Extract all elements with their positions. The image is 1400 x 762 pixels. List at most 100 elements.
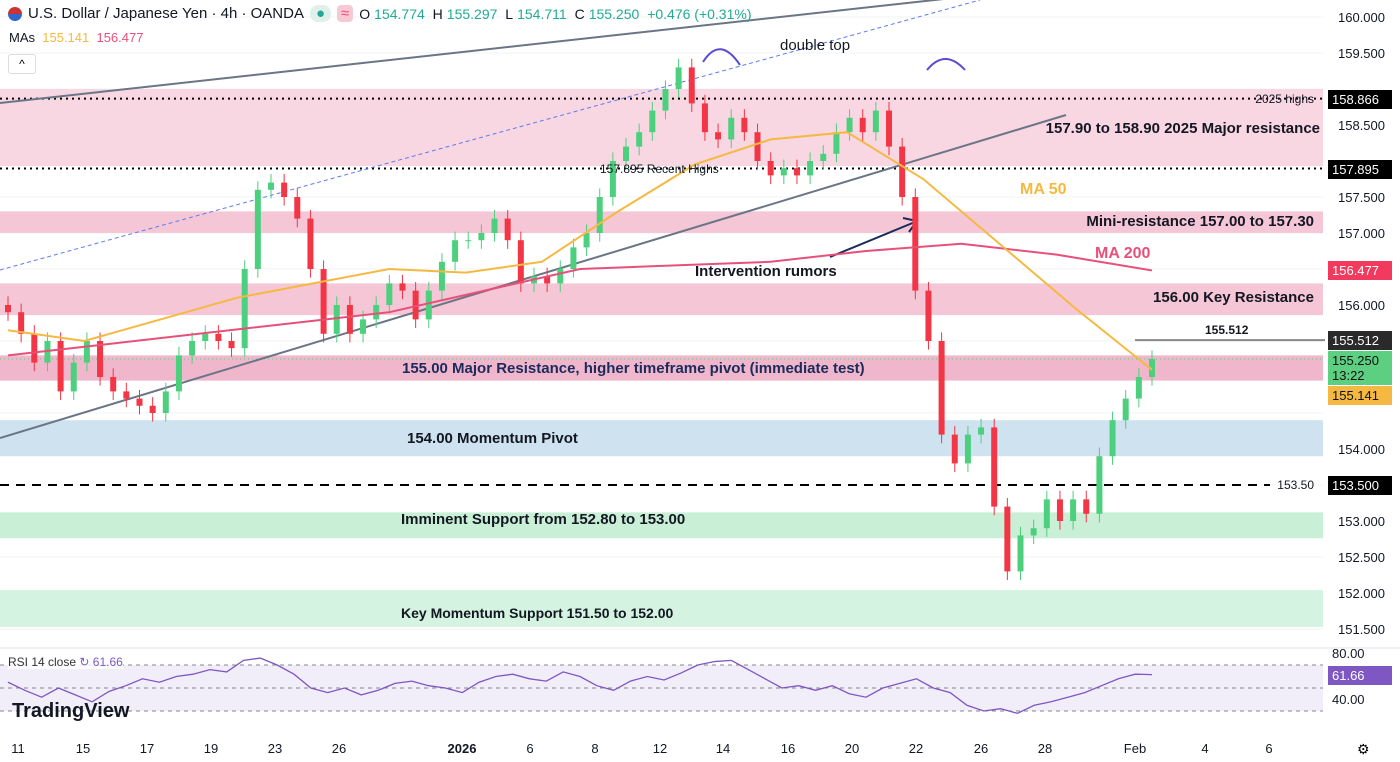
symbol-header: U.S. Dollar / Japanese Yen · 4h · OANDA … (8, 5, 755, 22)
x-tick-label: 26 (974, 741, 988, 756)
x-tick-label: 6 (526, 741, 533, 756)
candle-body (307, 218, 314, 269)
symbol-title[interactable]: U.S. Dollar / Japanese Yen · 4h · OANDA (28, 5, 304, 22)
ma200-label: MA 200 (1095, 245, 1151, 262)
candle-body (623, 146, 630, 161)
candle-body (254, 189, 261, 269)
y-tick-label: 153.000 (1338, 514, 1385, 529)
ma50-line (7, 131, 1153, 371)
zone (0, 512, 1323, 539)
candle-body (1004, 506, 1011, 572)
candle-body (346, 305, 353, 334)
price-label-153500: 153.500 (1328, 476, 1392, 495)
zone (0, 211, 1323, 233)
candle-body (31, 333, 38, 363)
candle-body (649, 110, 656, 133)
x-tick-label: 19 (204, 741, 218, 756)
candle-body (636, 132, 643, 147)
candle-body (964, 434, 971, 464)
candle-body (872, 110, 879, 133)
x-tick-label: 22 (909, 741, 923, 756)
ma200-value: 156.477 (96, 30, 144, 45)
channel-dashed-line (0, 0, 981, 271)
x-tick-label: 15 (76, 741, 90, 756)
o-label: O (359, 5, 371, 22)
x-tick-label: 16 (781, 741, 795, 756)
major-resistance-label: 155.00 Major Resistance, higher timefram… (402, 360, 865, 377)
h-label: H (432, 5, 443, 22)
candle-body (202, 333, 209, 341)
y-tick-label: 159.500 (1338, 46, 1385, 61)
us-flag-icon (8, 6, 22, 21)
candle-body (333, 305, 340, 334)
candle-body (767, 161, 774, 176)
candle-body (5, 305, 11, 313)
candle-body (517, 240, 524, 284)
candle-body (715, 132, 722, 140)
settings-icon[interactable]: ⚙ (1357, 741, 1370, 757)
candle-body (110, 377, 117, 392)
candle-body (386, 283, 393, 305)
y-tick-label: 152.000 (1338, 586, 1385, 601)
collapse-legend-button[interactable]: ^ (8, 54, 36, 74)
y-tick-label: 157.000 (1338, 226, 1385, 241)
candle-body (399, 283, 406, 291)
x-tick-label: 26 (332, 741, 346, 756)
candle-body (675, 67, 682, 89)
close-value: 155.250 (588, 5, 640, 22)
candle-body (452, 240, 459, 262)
open-value: 154.774 (374, 5, 425, 22)
low-value: 154.711 (517, 5, 567, 22)
candle-body (478, 233, 485, 241)
candle-body (544, 276, 551, 284)
candle-body (978, 427, 985, 435)
y-tick-label: 154.000 (1338, 442, 1385, 457)
candle-body (583, 233, 590, 248)
candle-body (438, 261, 445, 291)
momentum-pivot-label: 154.00 Momentum Pivot (407, 430, 578, 447)
candle-body (780, 168, 787, 176)
double-top-arc (926, 58, 966, 71)
candle-body (899, 146, 906, 197)
level-155512-label: 155.512 (1205, 323, 1249, 337)
candle-body (570, 247, 577, 269)
tradingview-logo: TradingView (12, 700, 129, 723)
candle-body (846, 117, 853, 133)
candle-body (241, 269, 248, 349)
intervention-label: Intervention rumors (695, 263, 837, 280)
candle-body (807, 161, 814, 176)
x-tick-label: 8 (591, 741, 598, 756)
candle-body (360, 319, 367, 334)
candle-body (175, 355, 182, 392)
zone (0, 355, 1323, 381)
ma50-price-label: 155.141 (1328, 386, 1392, 405)
candle-body (741, 117, 748, 133)
candle-body (149, 405, 156, 413)
candle-body (951, 434, 958, 464)
zone (0, 89, 1323, 167)
market-status-icon: ● (309, 5, 332, 22)
y-tick-label: 151.500 (1338, 622, 1385, 637)
x-tick-label: 28 (1038, 741, 1052, 756)
x-tick-label: 4 (1201, 741, 1208, 756)
price-label-155512: 155.512 (1328, 331, 1392, 350)
rsi-legend[interactable]: RSI 14 close ↻ 61.66 (8, 655, 123, 669)
candle-body (294, 197, 301, 219)
candle-body (1056, 499, 1063, 521)
logo-text: TradingView (12, 700, 130, 722)
candle-body (662, 89, 669, 111)
rsi-price-label: 61.66 (1328, 666, 1392, 685)
candle-body (793, 168, 800, 176)
highs-2025-label: 2025 highs (1255, 92, 1314, 106)
price-label-158866: 158.866 (1328, 90, 1392, 109)
x-tick-label: 23 (268, 741, 282, 756)
resistance-2025-label: 157.90 to 158.90 2025 Major resistance (1045, 120, 1320, 137)
zone (0, 420, 1323, 457)
candle-body (97, 341, 104, 377)
zone (0, 283, 1323, 316)
ma-legend[interactable]: MAs 155.141 156.477 (9, 30, 143, 45)
mas-label: MAs (9, 30, 35, 45)
y-tick-label: 152.500 (1338, 550, 1385, 565)
key-resistance-label: 156.00 Key Resistance (1153, 289, 1314, 306)
